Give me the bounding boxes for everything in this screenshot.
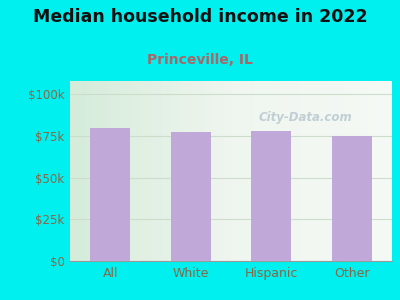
Bar (90, 128, 130, 261)
Text: Princeville, IL: Princeville, IL (147, 52, 253, 67)
Bar (251, 131, 291, 261)
Text: City-Data.com: City-Data.com (258, 110, 352, 124)
Bar (171, 132, 211, 261)
Text: Median household income in 2022: Median household income in 2022 (33, 8, 367, 26)
Bar (332, 136, 372, 261)
